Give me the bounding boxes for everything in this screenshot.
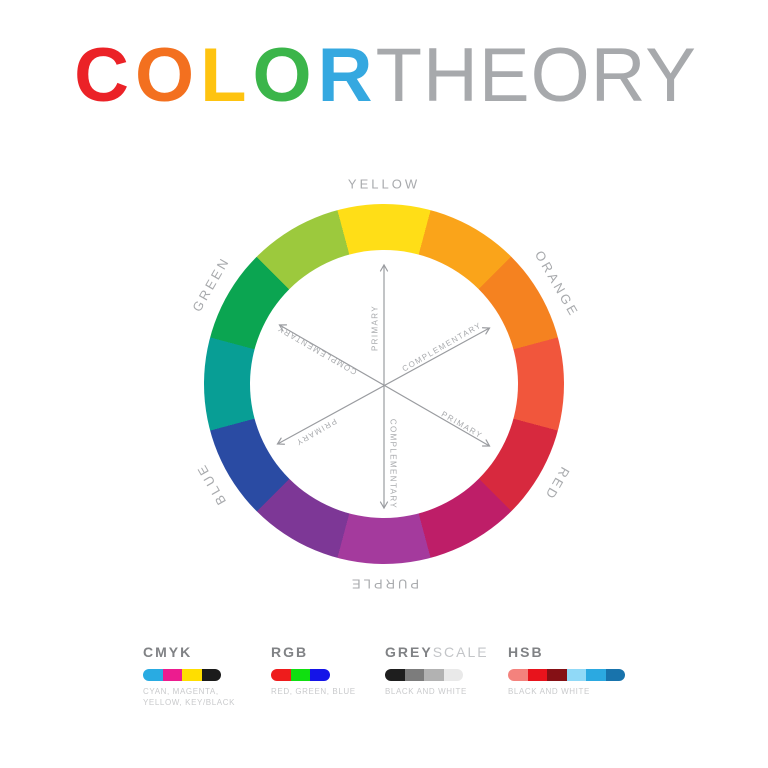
legend-swatch	[310, 669, 330, 681]
title-letter: L	[200, 33, 247, 118]
title-word-theory: THEORY	[375, 33, 697, 118]
legend-swatch-bar	[508, 669, 625, 681]
legend-swatch	[508, 669, 528, 681]
arrowhead-icon	[481, 439, 491, 447]
legend-swatch-bar	[143, 669, 221, 681]
legend-swatch	[586, 669, 606, 681]
legend-caption-line: CYAN, MAGENTA,	[143, 687, 219, 696]
legend-swatch	[271, 669, 291, 681]
legend-group-cmyk: CMYK CYAN, MAGENTA, YELLOW, KEY/BLACK	[143, 644, 275, 708]
legend-swatch-bar	[385, 669, 463, 681]
arrowhead-icon	[481, 327, 491, 335]
legend-swatch	[404, 669, 424, 681]
legend-swatch	[143, 669, 163, 681]
title-letter: O	[252, 33, 312, 118]
legend-group-title: RGB	[271, 644, 309, 660]
legend-swatch	[182, 669, 202, 681]
legend-caption: RED, GREEN, BLUE	[271, 686, 403, 697]
legend-caption-line: RED, GREEN, BLUE	[271, 687, 356, 696]
legend-swatch	[162, 669, 182, 681]
axis-label-complementary: COMPLEMENTARY	[388, 418, 398, 510]
legend-swatch	[566, 669, 586, 681]
legend-caption-line: BLACK AND WHITE	[508, 687, 590, 696]
legend-swatch	[290, 669, 310, 681]
legend-group-title: CMYK	[143, 644, 193, 660]
legend-caption-line: YELLOW, KEY/BLACK	[143, 698, 236, 707]
axis-label-primary: PRIMARY	[370, 304, 380, 352]
color-wheel: YELLOW ORANGE RED PURPLE BLUE GREEN PRIMARY CO…	[189, 177, 582, 592]
title-letter: C	[74, 33, 129, 118]
title-letter: R	[317, 33, 373, 118]
legend-group-greyscale: GREYSCALE BLACK AND WHITE	[385, 644, 517, 697]
legend-caption-line: BLACK AND WHITE	[385, 687, 467, 696]
axis-diagonal-2	[276, 327, 491, 445]
legend-caption: BLACK AND WHITE	[508, 686, 640, 697]
legend-group-title: HSB	[508, 644, 544, 660]
axes-lines	[276, 263, 491, 510]
wheel-label-purple: PURPLE	[348, 576, 420, 592]
arrowhead-icon	[278, 324, 288, 332]
legend-group-rgb: RGB RED, GREEN, BLUE	[271, 644, 403, 697]
legend-swatch	[443, 669, 463, 681]
legend-group-hsb: HSB BLACK AND WHITE	[508, 644, 640, 697]
arrowhead-icon	[379, 263, 389, 272]
legend-swatch	[385, 669, 405, 681]
legend-swatch-bar	[271, 669, 330, 681]
page-title: COLORTHEORY	[0, 38, 768, 114]
legend-swatch	[527, 669, 547, 681]
wheel-axes-arrows	[276, 263, 491, 510]
legend-swatch	[201, 669, 221, 681]
title-word-color: COLOR	[71, 33, 375, 118]
legend-swatch	[547, 669, 567, 681]
arrowhead-icon	[276, 437, 286, 445]
legend-caption: CYAN, MAGENTA, YELLOW, KEY/BLACK	[143, 686, 275, 708]
legend-swatch	[605, 669, 625, 681]
wheel-label-yellow: YELLOW	[347, 176, 421, 192]
title-letter: O	[134, 33, 195, 118]
legend-caption: BLACK AND WHITE	[385, 686, 517, 697]
legend-swatch	[424, 669, 444, 681]
legend-group-title: GREYSCALE	[385, 644, 489, 660]
arrowhead-icon	[379, 501, 389, 510]
